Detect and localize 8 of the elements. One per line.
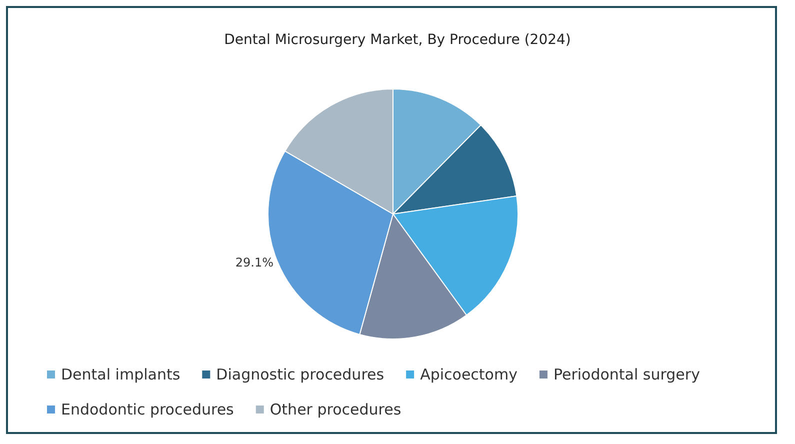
legend-label: Dental implants [61,366,180,384]
legend-label: Apicoectomy [420,366,518,384]
data-label: 29.1% [235,256,274,270]
legend-label: Endodontic procedures [61,400,234,418]
legend-label: Periodontal surgery [553,366,700,384]
legend-label: Other procedures [270,400,402,418]
legend-label: Diagnostic procedures [216,366,384,384]
chart-title: Dental Microsurgery Market, By Procedure (2024) [224,32,571,48]
